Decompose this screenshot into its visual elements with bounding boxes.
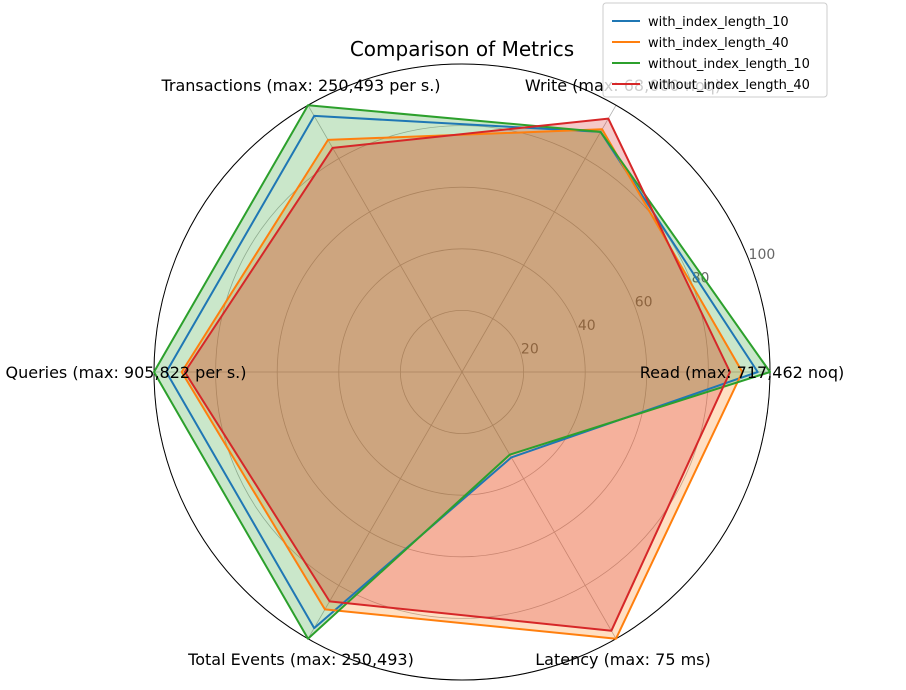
axis-label: Read (max: 717,462 noq) <box>640 363 844 382</box>
radial-tick-label: 40 <box>578 318 596 334</box>
grid-spoke <box>307 371 463 639</box>
series-fill <box>181 129 743 639</box>
legend-box <box>602 2 828 98</box>
series-line <box>153 104 771 640</box>
axis-label: Total Events (max: 250,493) <box>187 650 414 669</box>
grid-spoke <box>461 371 617 639</box>
legend: with_index_length_10 with_index_length_40… <box>602 2 828 98</box>
radial-tick-label: 60 <box>635 294 653 310</box>
radial-tick-label: 100 <box>749 247 776 263</box>
legend-label: without_index_length_10 <box>648 57 810 72</box>
axis-label: Latency (max: 75 ms) <box>535 650 711 669</box>
series-fills <box>154 105 770 639</box>
radial-tick-label: 80 <box>692 271 710 287</box>
series-lines <box>153 104 771 640</box>
chart-title: Comparison of Metrics <box>350 37 574 61</box>
series-fill <box>184 118 731 631</box>
axis-label: Queries (max: 905,822 per s.) <box>5 363 246 382</box>
legend-label: with_index_length_40 <box>648 36 789 51</box>
legend-label: without_index_length_40 <box>648 78 810 93</box>
series-line <box>183 117 731 632</box>
series-line <box>180 128 744 640</box>
radial-tick-label: 20 <box>521 341 539 357</box>
grid-spoke <box>461 105 617 373</box>
axis-label: Transactions (max: 250,493 per s.) <box>160 76 440 95</box>
legend-label: with_index_length_10 <box>648 15 789 30</box>
grid-spoke <box>307 105 463 373</box>
series-fill <box>154 105 770 639</box>
